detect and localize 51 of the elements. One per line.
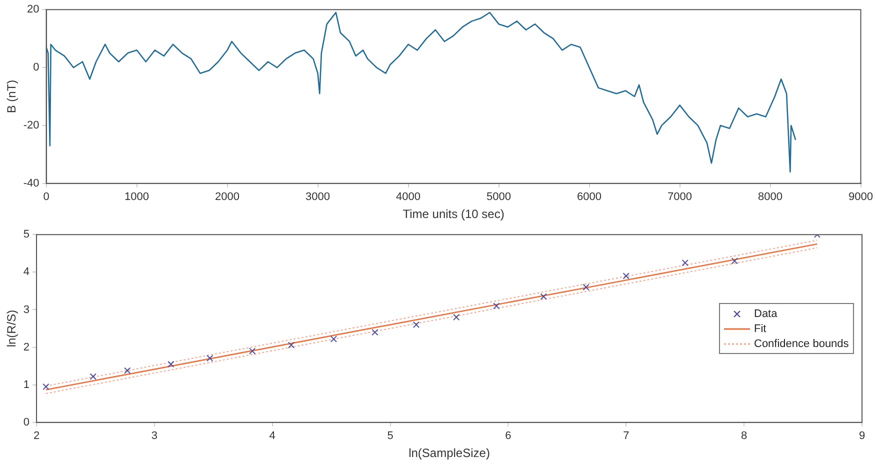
point: [540, 293, 547, 300]
x-tick-label: 7: [623, 430, 630, 442]
x-tick-label: 0: [43, 191, 50, 204]
y-tick-label: 2: [23, 341, 30, 354]
x-tick-label: 9000: [848, 191, 874, 204]
point: [682, 259, 688, 266]
x-tick-label: 9: [858, 430, 866, 442]
point: [42, 383, 50, 390]
x-tick-label: 3: [151, 430, 158, 442]
point: [168, 360, 174, 368]
y-tick-label: -40: [23, 177, 40, 190]
x-tick-label: 2000: [215, 191, 240, 204]
y-tick-label: 20: [27, 4, 40, 16]
x-tick-label: 8: [741, 430, 748, 442]
y-tick-label: -20: [23, 120, 40, 132]
point: [412, 321, 420, 328]
y-axis-title: ln(R/S): [4, 310, 19, 348]
x-axis-title: ln(SampleSize): [408, 446, 490, 460]
point: [248, 348, 256, 354]
point: [330, 336, 338, 342]
point: [453, 314, 460, 321]
y-tick-label: 1: [23, 378, 30, 391]
y-tick-label: 0: [23, 416, 30, 428]
y-tick-label: 5: [23, 228, 30, 241]
y-tick-label: 4: [23, 266, 30, 278]
x-tick-label: 7000: [668, 191, 692, 204]
point: [493, 302, 500, 310]
y-tick-label: 0: [33, 62, 40, 74]
x-tick-label: 4: [269, 430, 276, 442]
y-axis-title: B (nT): [4, 80, 19, 114]
legend-label: Data: [754, 308, 778, 320]
y-tick-label: 3: [23, 304, 30, 316]
x-tick-label: 8000: [758, 191, 783, 204]
x-tick-label: 1000: [124, 191, 150, 204]
x-tick-label: 6: [505, 430, 512, 442]
x-tick-label: 6000: [577, 191, 602, 204]
x-tick-label: 5: [387, 430, 394, 442]
point: [582, 284, 590, 291]
legend-label: Confidence bounds: [754, 338, 849, 350]
point: [372, 328, 378, 336]
point: [124, 367, 131, 374]
point: [206, 354, 214, 362]
point: [90, 373, 96, 380]
x-tick-label: 5000: [486, 191, 512, 204]
point: [622, 272, 630, 280]
x-tick-label: 4000: [396, 191, 421, 204]
x-tick-label: 3000: [306, 191, 330, 204]
point: [731, 258, 738, 264]
x-axis-title: Time units (10 sec): [402, 207, 504, 222]
point: [288, 342, 295, 348]
legend-label: Fit: [754, 322, 766, 334]
